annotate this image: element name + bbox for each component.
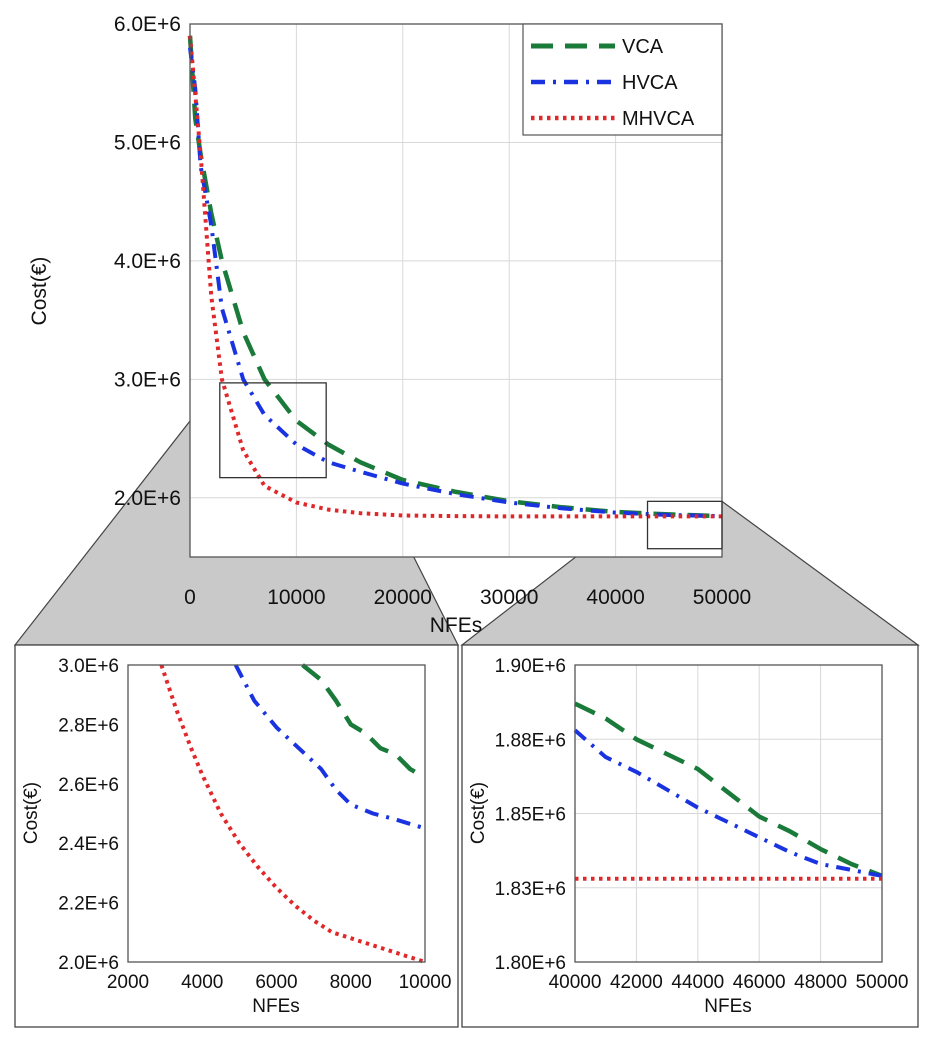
legend-label-vca: VCA	[622, 36, 664, 58]
x-tick-label-2: 6000	[255, 972, 297, 993]
y-tick-label-3: 1.88E+6	[495, 730, 566, 751]
x-tick-label-0: 0	[184, 586, 196, 609]
inset-chart-early: 2000 4000 6000 8000 10000 2.0E+6 2.2E+6 2.4E+6 2…	[21, 656, 451, 1017]
y-tick-label-2: 1.85E+6	[495, 805, 566, 826]
main-x-axis-title: NFEs	[430, 614, 483, 637]
x-tick-label-1: 42000	[610, 972, 663, 993]
inset2-tick-labels: 40000 42000 44000 46000 48000 50000 1.80E+6 1.8…	[495, 656, 909, 993]
main-tick-labels: 0 10000 20000 30000 40000 50000 2.0E+6 3.0E+6 4.…	[114, 13, 751, 609]
x-tick-label-3: 46000	[733, 972, 786, 993]
y-tick-label-4: 1.90E+6	[495, 656, 566, 677]
inset1-panel	[14, 644, 459, 1028]
inset2-series-group	[573, 701, 883, 881]
series-line-vca	[301, 663, 427, 780]
y-tick-label-1: 1.83E+6	[495, 879, 566, 900]
legend-label-hvca: HVCA	[622, 72, 678, 94]
x-tick-label-0: 40000	[549, 972, 602, 993]
series-line-vca	[187, 35, 723, 519]
x-tick-label-1: 4000	[181, 972, 223, 993]
series-line-hvca	[188, 47, 723, 519]
zoom-callout-shading	[13, 24, 920, 1028]
series-line-mhvca	[159, 664, 426, 964]
main-chart: 0 10000 20000 30000 40000 50000 2.0E+6 3.0E+6 4.…	[28, 13, 751, 637]
inset1-tick-labels: 2000 4000 6000 8000 10000 2.0E+6 2.2E+6 2.4E+6 2…	[58, 656, 451, 993]
series-line-hvca	[233, 664, 426, 831]
x-tick-label-4: 10000	[399, 972, 452, 993]
y-tick-label-3: 5.0E+6	[114, 131, 181, 154]
y-tick-label-0: 2.0E+6	[58, 953, 119, 974]
y-tick-label-5: 3.0E+6	[58, 656, 119, 677]
series-line-vca	[574, 701, 883, 878]
legend-label-mhvca: MHVCA	[622, 108, 695, 130]
inset1-y-axis-title: Cost(€)	[21, 782, 42, 844]
x-tick-label-3: 8000	[330, 972, 372, 993]
x-tick-label-5: 50000	[856, 972, 909, 993]
main-series-group	[187, 35, 723, 519]
series-line-mhvca	[188, 35, 722, 519]
x-tick-label-2: 44000	[671, 972, 724, 993]
inset2-plot-frame	[574, 664, 883, 963]
legend: VCA HVCA MHVCA	[522, 23, 723, 136]
zoom-region-1-box	[219, 382, 327, 479]
inset1-plot-frame	[127, 664, 426, 963]
main-y-axis-title: Cost(€)	[28, 257, 51, 326]
inset1-x-axis-title: NFEs	[252, 996, 300, 1017]
y-tick-label-0: 1.80E+6	[495, 953, 566, 974]
y-tick-label-3: 2.6E+6	[58, 775, 119, 796]
inset1-series-group	[159, 663, 427, 964]
x-tick-label-5: 50000	[693, 586, 751, 609]
y-tick-label-4: 6.0E+6	[114, 13, 181, 36]
y-tick-label-2: 4.0E+6	[114, 250, 181, 273]
x-tick-label-3: 30000	[480, 586, 538, 609]
inset2-x-axis-title: NFEs	[704, 996, 752, 1017]
inset2-y-axis-title: Cost(€)	[468, 782, 489, 844]
y-tick-label-2: 2.4E+6	[58, 834, 119, 855]
x-tick-label-2: 20000	[374, 586, 432, 609]
y-tick-label-1: 2.2E+6	[58, 894, 119, 915]
inset2-panel	[461, 644, 919, 1028]
x-tick-label-4: 40000	[586, 586, 644, 609]
x-tick-label-0: 2000	[107, 972, 149, 993]
x-tick-label-4: 48000	[794, 972, 847, 993]
y-tick-label-4: 2.8E+6	[58, 715, 119, 736]
x-tick-label-1: 10000	[267, 586, 325, 609]
main-plot-frame	[189, 23, 723, 558]
inset-chart-late: 40000 42000 44000 46000 48000 50000 1.80E+6 1.8…	[468, 656, 908, 1017]
y-tick-label-1: 3.0E+6	[114, 368, 181, 391]
zoom-region-2-box	[646, 500, 723, 550]
y-tick-label-0: 2.0E+6	[114, 487, 181, 510]
